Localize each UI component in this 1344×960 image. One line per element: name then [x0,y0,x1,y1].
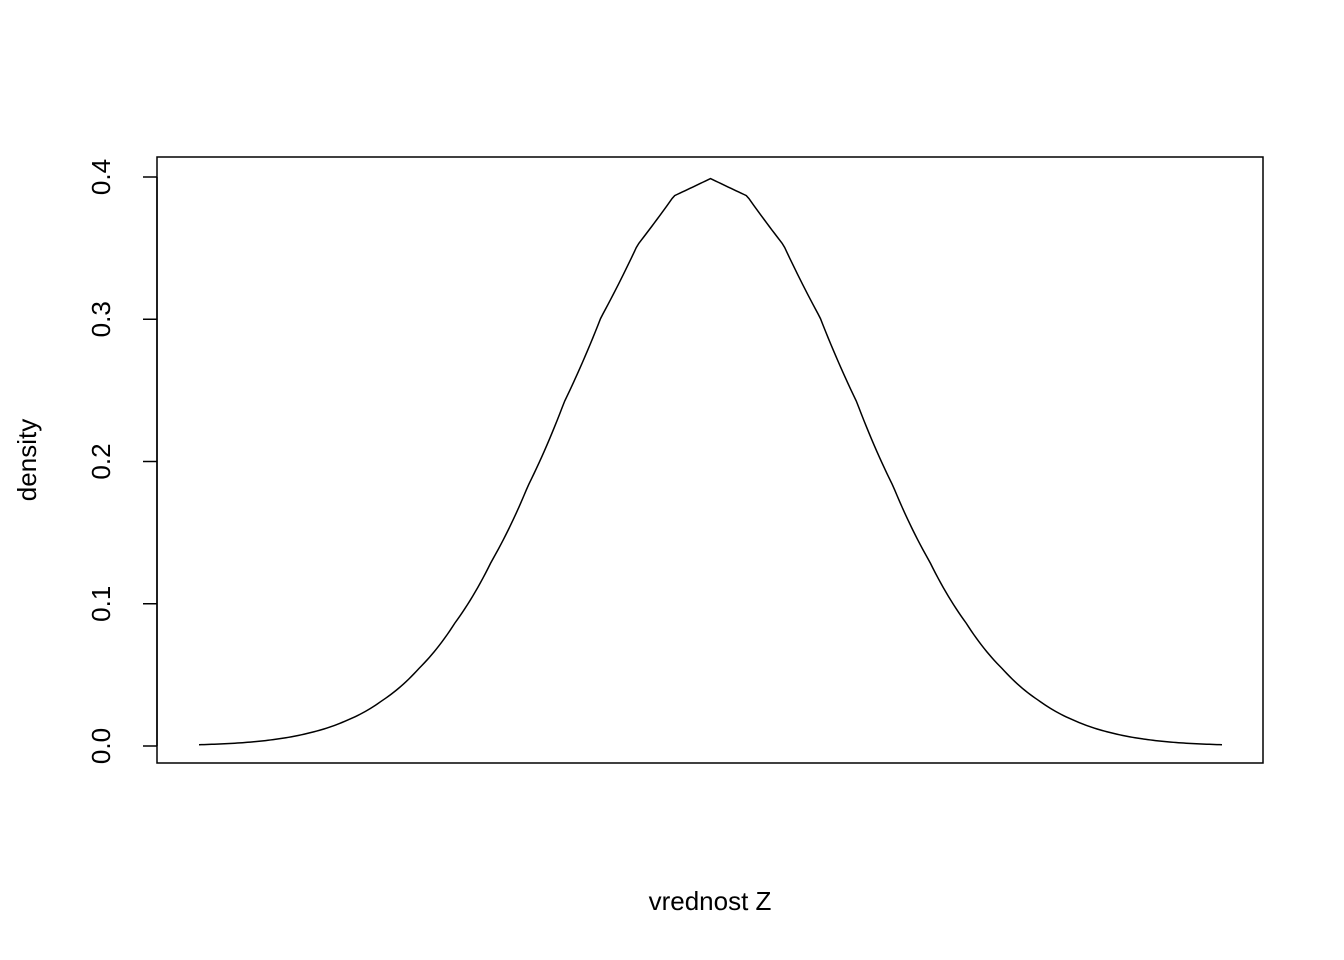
y-tick-label: 0.4 [86,159,116,195]
density-curve [198,177,1223,746]
y-axis-label: density [12,419,42,501]
plot-frame [156,156,1264,764]
y-tick-label: 0.2 [86,443,116,479]
x-axis-label: vrednost Z [649,886,772,916]
y-axis: 0.0 0.1 0.2 0.3 0.4 [86,159,158,764]
y-tick-label: 0.0 [86,728,116,764]
y-tick-label: 0.1 [86,586,116,622]
y-tick-label: 0.3 [86,301,116,337]
